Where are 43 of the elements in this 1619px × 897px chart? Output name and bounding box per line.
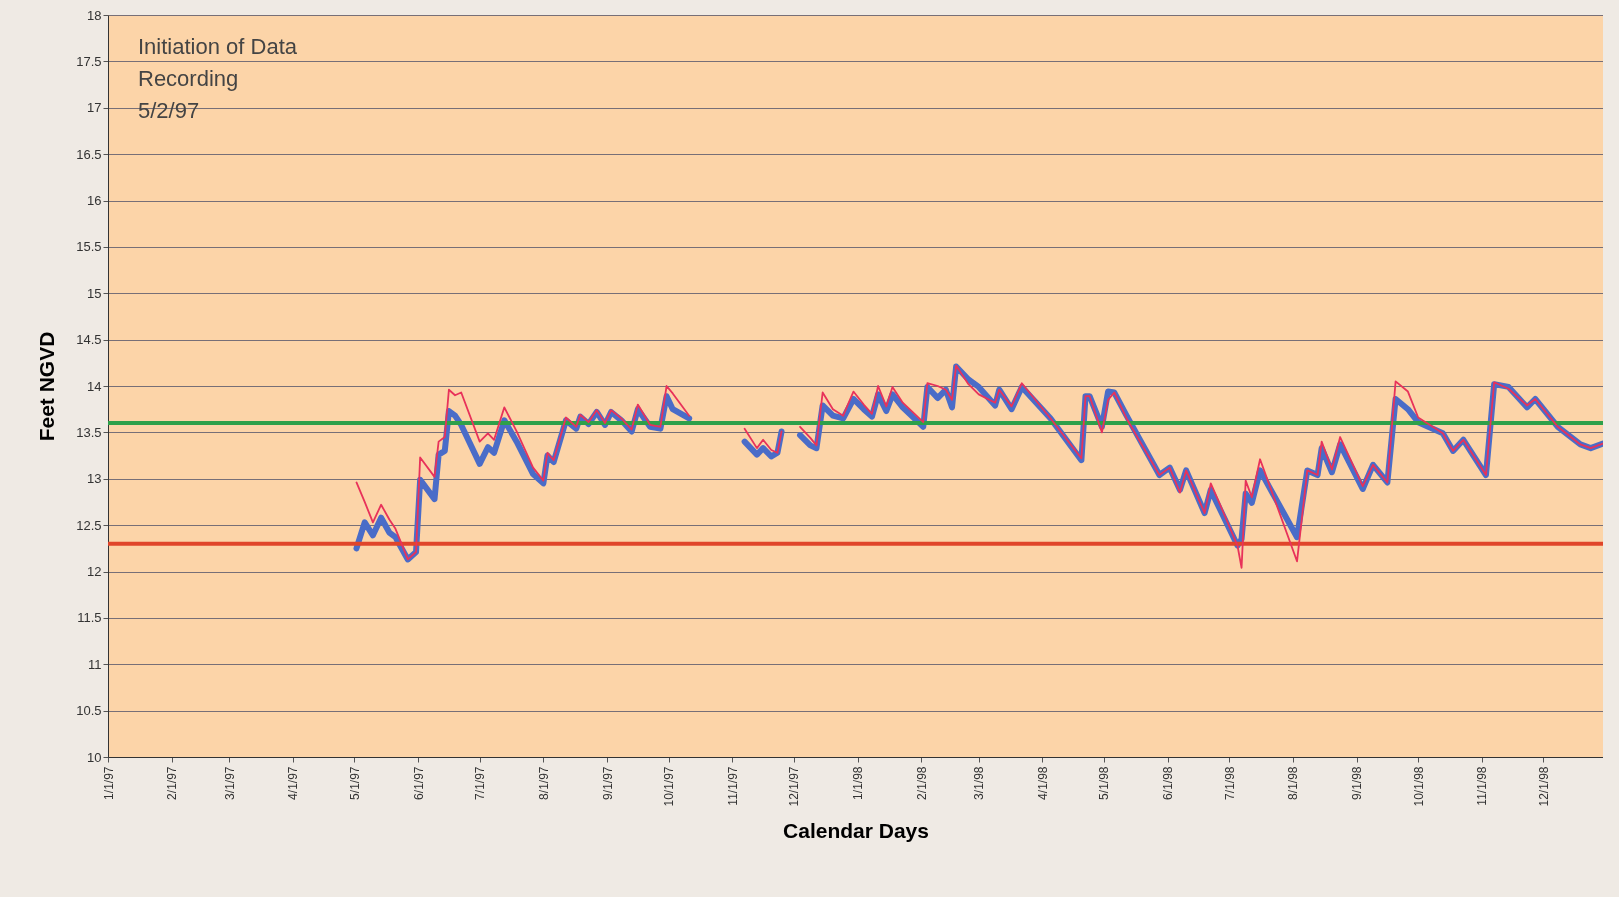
x-tick-label: 10/1/98 [1411,766,1426,807]
x-tick-label: 10/1/97 [662,766,677,807]
x-tick-label: 7/1/97 [473,766,488,800]
x-tick-label: 1/1/98 [851,766,866,800]
y-tick-label: 10 [87,749,102,765]
y-tick-label: 12.5 [76,517,102,533]
y-axis-title: Feet NGVD [35,331,59,442]
x-tick-label: 11/1/97 [725,766,740,806]
x-axis-title: Calendar Days [783,818,929,842]
x-tick-label: 4/1/98 [1035,766,1050,800]
x-tick-label: 9/1/97 [600,766,615,800]
x-tick-label: 12/1/98 [1536,766,1551,807]
y-tick-label: 16.5 [76,146,102,162]
x-tick-label: 8/1/98 [1286,766,1301,800]
x-tick-label: 9/1/98 [1350,766,1365,800]
x-tick-label: 12/1/97 [787,766,802,807]
x-tick-label: 5/1/98 [1097,766,1112,800]
y-tick-label: 15.5 [76,239,102,255]
y-tick-label: 13 [87,471,102,487]
x-tick-label: 3/1/98 [972,766,987,800]
y-tick-label: 16 [87,193,102,208]
y-tick-label: 15 [87,285,102,301]
x-tick-label: 2/1/97 [165,766,180,800]
x-tick-label: 11/1/98 [1475,766,1490,806]
x-tick-label: 8/1/97 [536,766,551,800]
y-tick-label: 14.5 [76,332,102,348]
x-tick-label: 3/1/97 [222,766,237,800]
x-tick-label: 6/1/98 [1161,766,1176,800]
y-tick-label: 17 [87,100,102,116]
y-tick-label: 10.5 [76,703,102,719]
x-tick-label: 2/1/98 [914,766,929,800]
y-tick-label: 18 [87,7,102,23]
y-tick-label: 13.5 [76,424,102,440]
x-tick-label: 4/1/97 [286,766,301,800]
x-tick-label: 7/1/98 [1222,766,1237,800]
y-tick-label: 11.5 [77,610,102,626]
x-tick-label: 6/1/97 [411,766,426,800]
y-tick-label: 14 [87,378,102,394]
y-tick-label: 17.5 [76,53,102,69]
y-tick-label: 11 [88,656,102,672]
y-tick-label: 12 [87,564,102,579]
x-tick-label: 1/1/97 [101,766,116,800]
x-tick-label: 5/1/97 [347,766,362,800]
